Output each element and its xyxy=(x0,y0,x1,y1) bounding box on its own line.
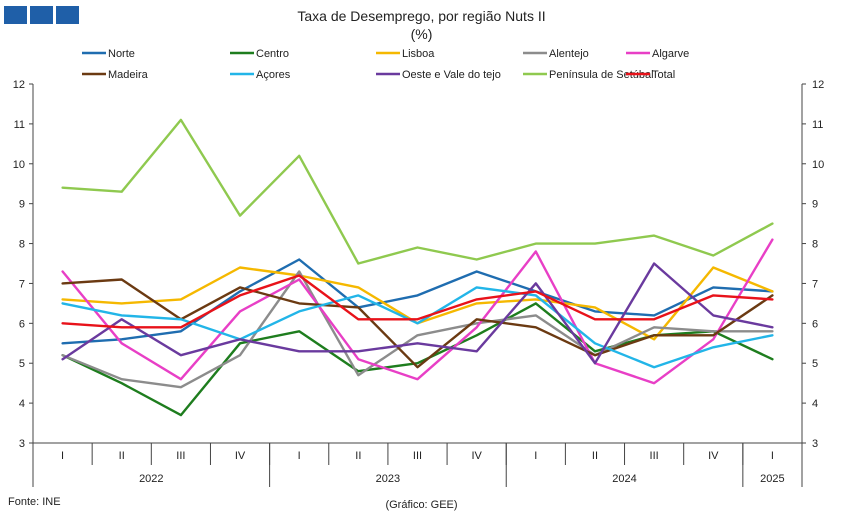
y-tick-label-right: 12 xyxy=(812,79,824,91)
x-tick-label-quarter: III xyxy=(413,450,422,462)
legend-label: Alentejo xyxy=(549,48,589,60)
series-line xyxy=(61,286,774,369)
y-tick-label-right: 10 xyxy=(812,159,824,171)
chart-subtitle: (%) xyxy=(410,26,433,42)
legend-label: Açores xyxy=(256,69,291,81)
legend-label: Norte xyxy=(108,48,135,60)
series-line xyxy=(61,274,774,329)
x-tick-label-quarter: IV xyxy=(471,450,482,462)
x-tick-label-quarter: III xyxy=(176,450,185,462)
x-tick-label-quarter: I xyxy=(298,450,301,462)
y-tick-label-left: 11 xyxy=(14,119,25,131)
series-line xyxy=(61,118,774,265)
y-tick-label-right: 4 xyxy=(812,398,818,410)
x-tick-label-year: 2023 xyxy=(376,473,400,485)
x-tick-label-quarter: IV xyxy=(708,450,719,462)
legend-label: Lisboa xyxy=(402,48,435,60)
legend-label: Oeste e Vale do tejo xyxy=(402,69,501,81)
x-tick-label-quarter: I xyxy=(771,450,774,462)
legend-label: Madeira xyxy=(108,69,149,81)
y-tick-label-left: 7 xyxy=(19,278,25,290)
x-tick-label-quarter: I xyxy=(534,450,537,462)
logo-square-1 xyxy=(4,6,27,24)
y-tick-label-left: 6 xyxy=(19,318,25,330)
y-tick-label-right: 7 xyxy=(812,278,818,290)
x-tick-label-year: 2022 xyxy=(139,473,163,485)
y-tick-label-left: 4 xyxy=(19,398,25,410)
legend-label: Centro xyxy=(256,48,289,60)
series-line xyxy=(61,258,774,345)
series-line xyxy=(61,270,774,389)
y-tick-label-right: 9 xyxy=(812,199,818,211)
y-tick-label-left: 5 xyxy=(19,358,25,370)
y-tick-label-right: 5 xyxy=(812,358,818,370)
x-tick-label-quarter: II xyxy=(119,450,125,462)
x-tick-label-quarter: III xyxy=(650,450,659,462)
source-note: Fonte: INE xyxy=(8,496,61,508)
y-tick-label-left: 10 xyxy=(13,159,25,171)
legend-label: Península de Setúbal xyxy=(549,69,654,81)
y-tick-label-left: 3 xyxy=(19,438,25,450)
chart-title: Taxa de Desemprego, por região Nuts II xyxy=(297,8,546,24)
y-tick-label-left: 9 xyxy=(19,199,25,211)
x-tick-label-quarter: IV xyxy=(235,450,246,462)
credit-note: (Gráfico: GEE) xyxy=(385,499,458,511)
y-tick-label-right: 11 xyxy=(812,119,823,131)
series-line xyxy=(61,262,774,365)
x-tick-label-year: 2024 xyxy=(612,473,636,485)
logo-square-2 xyxy=(30,6,53,24)
y-tick-label-right: 8 xyxy=(812,239,818,251)
logo-square-3 xyxy=(56,6,79,24)
y-tick-label-right: 3 xyxy=(812,438,818,450)
y-tick-label-left: 12 xyxy=(13,79,25,91)
legend-label: Algarve xyxy=(652,48,689,60)
x-tick-label-quarter: I xyxy=(61,450,64,462)
x-tick-label-quarter: II xyxy=(355,450,361,462)
x-tick-label-year: 2025 xyxy=(760,473,784,485)
y-tick-label-left: 8 xyxy=(19,239,25,251)
y-tick-label-right: 6 xyxy=(812,318,818,330)
series-line xyxy=(61,238,774,385)
legend-label: Total xyxy=(652,69,675,81)
x-tick-label-quarter: II xyxy=(592,450,598,462)
